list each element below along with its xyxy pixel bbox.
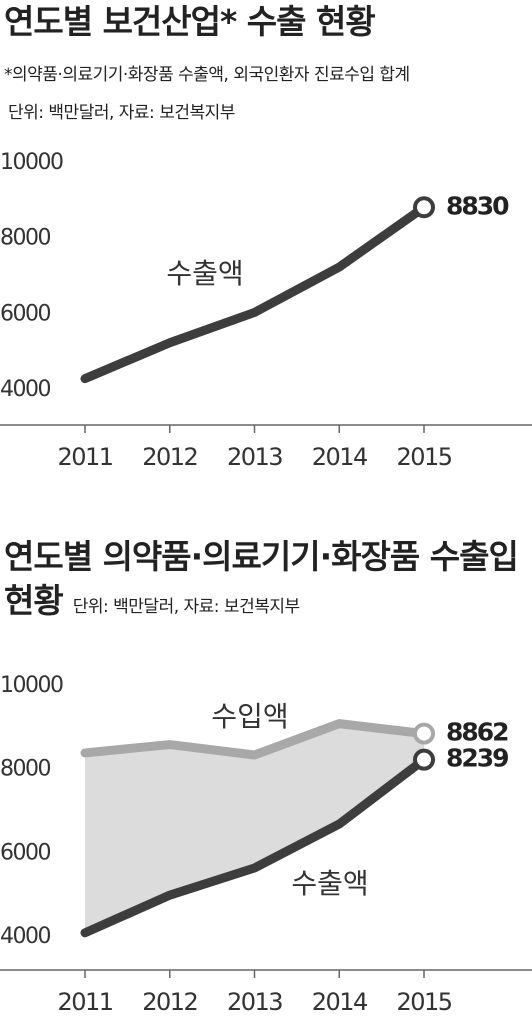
y-tick-label: 4000 bbox=[0, 924, 50, 949]
chart-source: 단위: 백만달러, 자료: 보건복지부 bbox=[8, 103, 235, 123]
x-tick-label: 2012 bbox=[142, 443, 197, 471]
value-label: 8239 bbox=[446, 744, 508, 773]
y-tick-label: 10000 bbox=[0, 673, 63, 698]
chart-title: 연도별 의약품·의료기기·화장품 수출입 현황 bbox=[4, 537, 519, 620]
chart-title: 연도별 보건산업* 수출 현황 bbox=[4, 2, 376, 41]
chart-source: 단위: 백만달러, 자료: 보건복지부 bbox=[72, 597, 300, 617]
series-line bbox=[80, 719, 429, 760]
end-point bbox=[413, 196, 435, 219]
gap-area bbox=[85, 723, 424, 933]
end-point bbox=[413, 748, 435, 771]
x-tick-label: 2013 bbox=[227, 988, 282, 1016]
x-tick-label: 2014 bbox=[312, 988, 367, 1016]
y-tick-label: 8000 bbox=[0, 757, 50, 782]
x-tick-label: 2011 bbox=[57, 988, 112, 1016]
series-line bbox=[80, 755, 429, 938]
chart-note: *의약품·의료기기·화장품 수출액, 외국인환자 진료수입 합계 bbox=[4, 65, 410, 85]
x-tick-label: 2015 bbox=[396, 443, 451, 471]
chart-title-block: 연도별 의약품·의료기기·화장품 수출입 현황 단위: 백만달러, 자료: 보건복… bbox=[4, 535, 519, 629]
series-label: 수입액 bbox=[211, 700, 288, 733]
end-point bbox=[413, 722, 435, 745]
y-tick-label: 6000 bbox=[0, 301, 50, 326]
x-tick-label: 2015 bbox=[396, 988, 451, 1016]
series-label: 수출액 bbox=[166, 257, 243, 290]
x-tick-label: 2012 bbox=[142, 988, 197, 1016]
x-tick-label: 2013 bbox=[227, 443, 282, 471]
series-label: 수출액 bbox=[291, 867, 368, 900]
y-tick-label: 10000 bbox=[0, 150, 63, 175]
x-tick-label: 2014 bbox=[312, 443, 367, 471]
value-label: 8862 bbox=[446, 718, 508, 747]
x-tick-label: 2011 bbox=[57, 443, 112, 471]
series-line bbox=[80, 202, 429, 384]
value-label: 8830 bbox=[446, 191, 509, 220]
y-tick-label: 6000 bbox=[0, 840, 50, 865]
y-tick-label: 4000 bbox=[0, 377, 50, 402]
y-tick-label: 8000 bbox=[0, 226, 50, 251]
